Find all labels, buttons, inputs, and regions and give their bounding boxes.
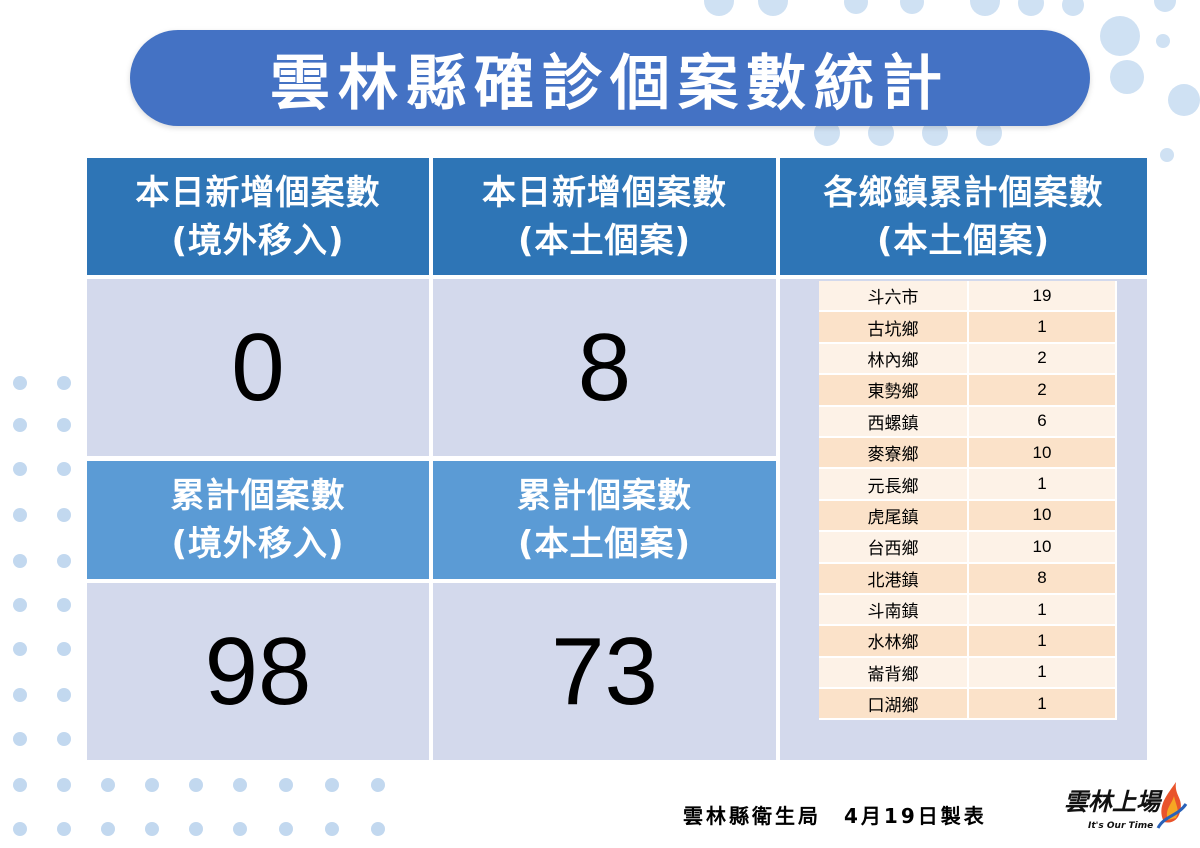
value-text: 98 bbox=[204, 617, 312, 725]
table-row: 西螺鎮 6 bbox=[819, 406, 1117, 438]
header-imported-today: 本日新增個案數 (境外移入) bbox=[87, 158, 429, 275]
header-local-today: 本日新增個案數 (本土個案) bbox=[433, 158, 776, 275]
table-row: 斗南鎮 1 bbox=[819, 594, 1117, 627]
table-row: 斗六市 19 bbox=[819, 281, 1117, 313]
value-local-today: 8 bbox=[433, 279, 776, 456]
town-count: 2 bbox=[969, 343, 1117, 376]
value-imported-today: 0 bbox=[87, 279, 429, 456]
town-count: 1 bbox=[969, 594, 1117, 627]
table-row: 水林鄉 1 bbox=[819, 626, 1117, 658]
header-imported-total: 累計個案數 (境外移入) bbox=[87, 461, 429, 579]
table-row: 虎尾鎮 10 bbox=[819, 500, 1117, 533]
town-name: 斗六市 bbox=[819, 281, 969, 313]
town-name: 口湖鄉 bbox=[819, 689, 969, 721]
town-name: 古坑鄉 bbox=[819, 312, 969, 344]
logo-script-text: 雲林上場 bbox=[1064, 787, 1163, 816]
table-row: 口湖鄉 1 bbox=[819, 689, 1117, 721]
header-town-totals: 各鄉鎮累計個案數 (本土個案) bbox=[780, 158, 1147, 275]
logo-tagline: It's Our Time bbox=[1088, 821, 1153, 831]
title-banner: 雲林縣確診個案數統計 bbox=[130, 30, 1090, 126]
town-count: 10 bbox=[969, 532, 1117, 564]
town-count: 6 bbox=[969, 406, 1117, 438]
header-line-2: (本土個案) bbox=[876, 220, 1051, 261]
value-text: 73 bbox=[551, 617, 658, 725]
swoosh-icon bbox=[1156, 803, 1188, 829]
town-name: 水林鄉 bbox=[819, 626, 969, 658]
table-row: 麥寮鄉 10 bbox=[819, 437, 1117, 470]
header-line-1: 本日新增個案數 bbox=[135, 172, 381, 213]
town-count: 10 bbox=[969, 500, 1117, 533]
town-name: 麥寮鄉 bbox=[819, 437, 969, 470]
header-line-2: (本土個案) bbox=[517, 524, 692, 564]
table-row: 古坑鄉 1 bbox=[819, 312, 1117, 344]
value-local-total: 73 bbox=[433, 583, 776, 760]
town-name: 林內鄉 bbox=[819, 343, 969, 376]
town-table: 斗六市 19 古坑鄉 1 林內鄉 2 東勢鄉 2 西螺鎮 6 麥寮鄉 10 元長鄉 1 虎尾鎮 10 台西鄉 10… bbox=[819, 281, 1117, 721]
header-line-1: 各鄉鎮累計個案數 bbox=[823, 172, 1104, 213]
header-line-2: (境外移入) bbox=[171, 220, 345, 261]
town-name: 西螺鎮 bbox=[819, 406, 969, 438]
town-name: 北港鎮 bbox=[819, 563, 969, 595]
page-title: 雲林縣確診個案數統計 bbox=[270, 48, 950, 119]
table-row: 元長鄉 1 bbox=[819, 469, 1117, 501]
town-name: 元長鄉 bbox=[819, 469, 969, 501]
table-row: 崙背鄉 1 bbox=[819, 657, 1117, 690]
town-name: 斗南鎮 bbox=[819, 594, 969, 627]
campaign-logo: 雲林上場 It's Our Time bbox=[1064, 782, 1188, 831]
table-row: 東勢鄉 2 bbox=[819, 375, 1117, 407]
town-count: 1 bbox=[969, 626, 1117, 658]
table-row: 北港鎮 8 bbox=[819, 563, 1117, 595]
town-name: 虎尾鎮 bbox=[819, 500, 969, 533]
footer-credit: 雲林縣衛生局 4月19日製表 bbox=[683, 804, 987, 828]
header-line-2: (本土個案) bbox=[517, 220, 692, 261]
header-line-1: 累計個案數 bbox=[517, 476, 692, 516]
town-count: 1 bbox=[969, 689, 1117, 721]
value-text: 0 bbox=[231, 313, 285, 421]
table-row: 台西鄉 10 bbox=[819, 532, 1117, 564]
town-count: 10 bbox=[969, 437, 1117, 470]
header-line-1: 本日新增個案數 bbox=[482, 172, 727, 213]
town-name: 崙背鄉 bbox=[819, 657, 969, 690]
value-imported-total: 98 bbox=[87, 583, 429, 760]
header-local-total: 累計個案數 (本土個案) bbox=[433, 461, 776, 579]
town-count: 1 bbox=[969, 312, 1117, 344]
town-name: 東勢鄉 bbox=[819, 375, 969, 407]
town-count: 1 bbox=[969, 469, 1117, 501]
header-line-2: (境外移入) bbox=[171, 524, 345, 564]
town-count: 8 bbox=[969, 563, 1117, 595]
town-name: 台西鄉 bbox=[819, 532, 969, 564]
town-count: 19 bbox=[969, 281, 1117, 313]
town-count: 1 bbox=[969, 657, 1117, 690]
value-text: 8 bbox=[577, 313, 632, 421]
town-count: 2 bbox=[969, 375, 1117, 407]
table-row: 林內鄉 2 bbox=[819, 343, 1117, 376]
header-line-1: 累計個案數 bbox=[170, 476, 346, 516]
